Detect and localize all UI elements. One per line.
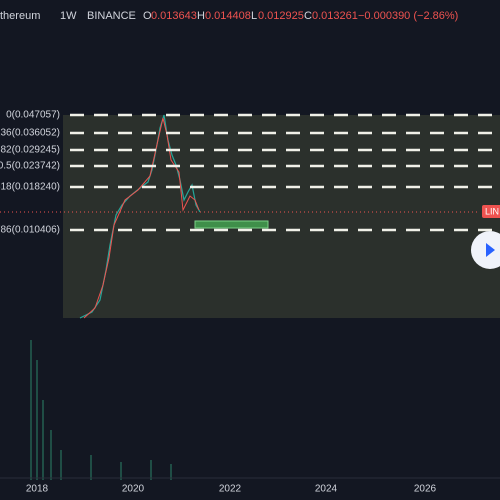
ohlc-label: O [143,10,152,22]
interval: 1W [60,10,77,22]
time-label: 2026 [414,484,437,495]
volume-bars [30,340,172,480]
change: −0.000390 (−2.86%) [358,10,458,22]
fib-label: 0(0.047057) [6,110,60,121]
fib-label: 0.5(0.023742) [0,161,60,172]
time-label: 2022 [219,484,242,495]
price-badge-text: LIN [485,206,499,216]
ohlc-value: 0.013261 [312,10,358,22]
ohlc-label: C [304,10,312,22]
fib-label: 618(0.018240) [0,182,60,193]
exchange: BINANCE [87,10,136,22]
time-label: 2024 [315,484,338,495]
fib-label: 786(0.010406) [0,225,60,236]
symbol: thereum [0,10,40,22]
play-icon [486,243,495,257]
play-button[interactable] [471,231,500,269]
position-box [194,220,269,229]
fib-zone [63,115,500,318]
time-label: 2020 [122,484,145,495]
ohlc-label: L [251,10,257,22]
ohlc-value: 0.013643 [151,10,197,22]
ohlc-value: 0.012925 [258,10,304,22]
price-badge [482,205,500,218]
ohlc-label: H [197,10,205,22]
time-label: 2018 [26,484,49,495]
ohlc-value: 0.014408 [205,10,251,22]
fib-label: 236(0.036052) [0,128,60,139]
header: thereum 1W BINANCE O 0.013643 H 0.014408… [0,10,458,22]
fib-label: 382(0.029245) [0,145,60,156]
